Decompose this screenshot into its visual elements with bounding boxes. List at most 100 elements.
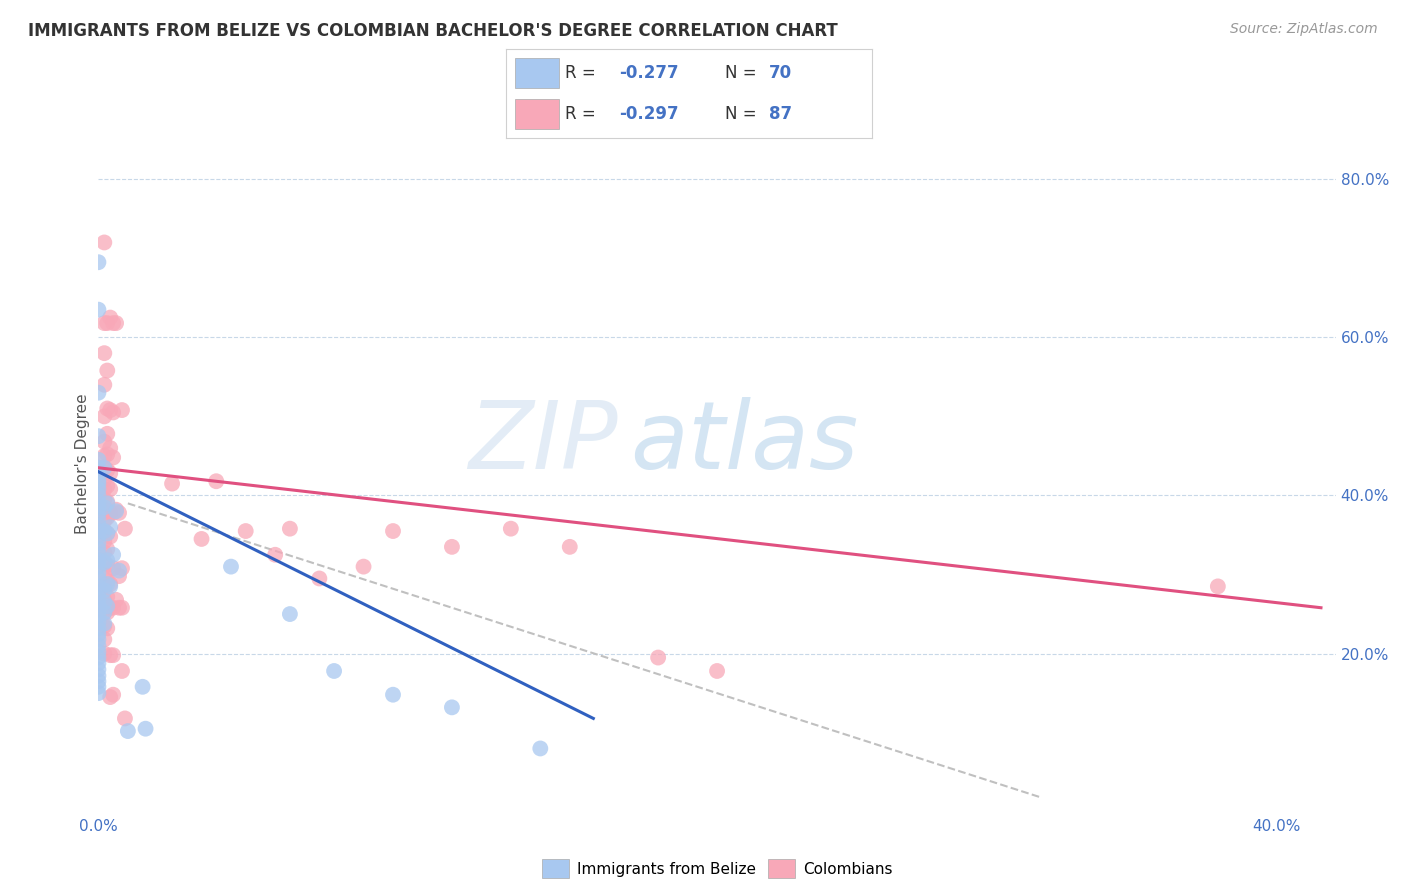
Point [96,542,118,557]
Point [101,648,124,662]
Point [87,495,110,509]
Point [93,592,115,607]
Point [93,616,115,631]
Point [98,310,121,325]
Point [93,500,115,515]
Point [105,592,128,607]
Point [98,467,121,481]
Point [235,524,257,538]
Point [93,434,115,449]
Point [101,316,124,330]
Point [96,621,118,635]
Point [101,600,124,615]
Point [93,595,115,609]
Point [93,566,115,580]
Point [93,235,115,250]
Point [93,619,115,633]
Point [96,316,118,330]
Point [323,664,346,678]
Point [87,680,110,694]
Point [114,711,136,725]
Point [87,255,110,269]
FancyBboxPatch shape [515,99,560,129]
Point [278,607,301,621]
Text: R =: R = [565,105,600,123]
Text: N =: N = [725,64,762,82]
Point [87,488,110,502]
Point [101,506,124,520]
Point [96,463,118,477]
Point [529,741,551,756]
Point [93,482,115,496]
Point [117,724,139,739]
Point [108,569,131,583]
Point [440,700,463,714]
Point [108,600,131,615]
Point [96,495,118,509]
Point [93,346,115,360]
Text: ZIP: ZIP [468,398,619,489]
Point [93,524,115,538]
Point [87,669,110,683]
Point [93,460,115,475]
Point [87,615,110,629]
Point [219,559,242,574]
Point [647,650,669,665]
FancyBboxPatch shape [515,58,560,88]
Point [96,363,118,377]
Point [93,556,115,570]
Point [205,474,228,488]
Point [87,585,110,599]
Point [93,409,115,424]
Point [93,316,115,330]
Point [96,590,118,604]
Point [382,688,405,702]
Point [87,460,110,475]
Point [93,492,115,507]
Point [87,512,110,526]
Point [98,441,121,455]
Point [93,606,115,620]
Point [101,450,124,465]
Point [93,606,115,620]
Point [87,656,110,670]
Point [101,548,124,562]
Point [87,632,110,647]
Point [96,526,118,541]
Point [93,545,115,559]
Point [87,662,110,676]
Point [87,639,110,653]
Point [98,577,121,591]
Point [93,473,115,487]
Legend: Immigrants from Belize, Colombians: Immigrants from Belize, Colombians [536,854,898,884]
Text: R =: R = [565,64,600,82]
Point [87,553,110,567]
Point [87,508,110,523]
Point [706,664,728,678]
Point [87,482,110,496]
Text: -0.297: -0.297 [620,105,679,123]
Point [87,385,110,400]
Point [93,460,115,475]
Point [108,564,131,578]
Text: IMMIGRANTS FROM BELIZE VS COLOMBIAN BACHELOR'S DEGREE CORRELATION CHART: IMMIGRANTS FROM BELIZE VS COLOMBIAN BACH… [28,22,838,40]
Point [101,405,124,419]
Point [96,606,118,620]
Point [105,502,128,516]
Point [98,520,121,534]
Point [353,559,375,574]
Point [96,447,118,461]
Point [87,481,110,495]
Point [96,426,118,441]
Point [87,559,110,574]
Point [96,526,118,541]
Y-axis label: Bachelor's Degree: Bachelor's Degree [75,393,90,534]
Point [87,453,110,467]
Point [96,401,118,416]
Point [93,524,115,538]
Point [87,530,110,544]
Point [558,540,581,554]
Text: atlas: atlas [630,398,859,489]
Point [87,302,110,317]
Point [93,632,115,647]
